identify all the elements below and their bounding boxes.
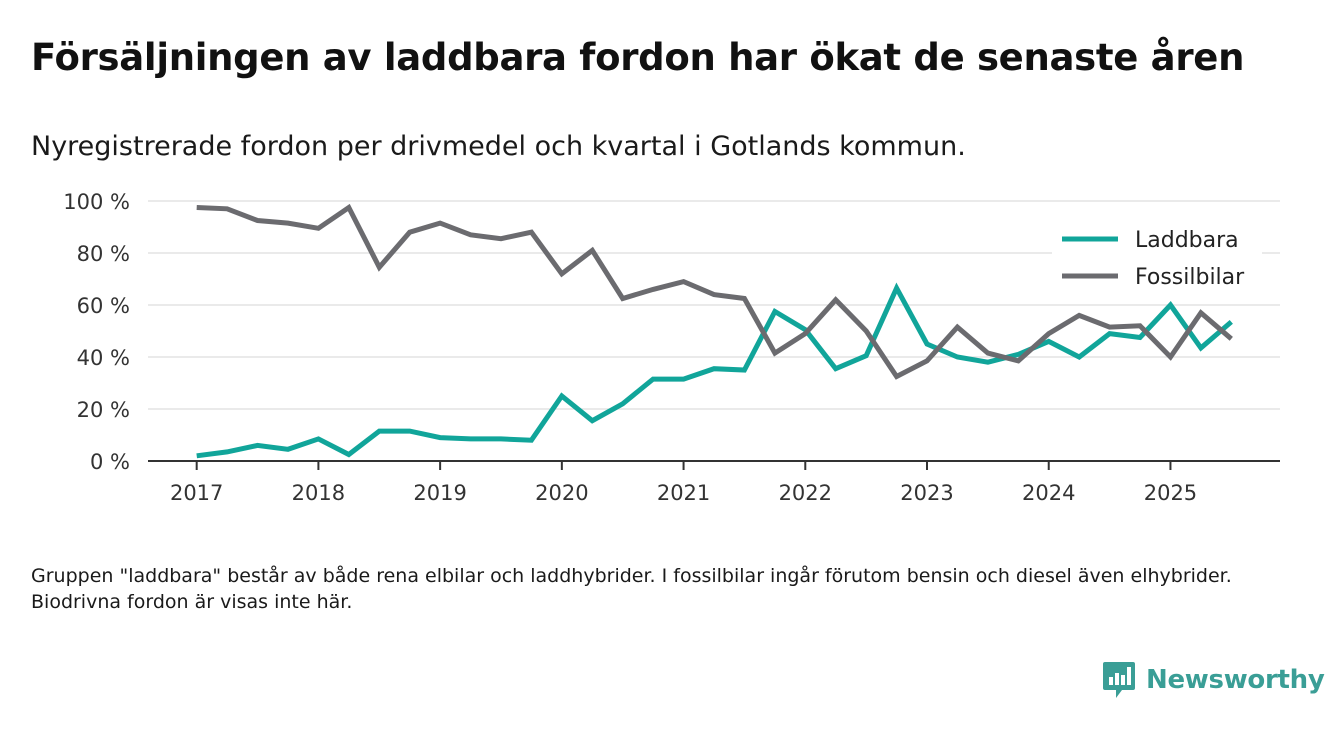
- legend: Laddbara Fossilbilar: [1052, 222, 1262, 294]
- x-tick-label: 2024: [1022, 481, 1075, 505]
- x-tick-label: 2021: [657, 481, 710, 505]
- line-chart: 0 % 20 % 40 % 60 % 80 % 100 % 2017 2018 2019 202…: [63, 190, 1280, 505]
- chart-title: Försäljningen av laddbara fordon har öka…: [31, 36, 1245, 79]
- y-axis-tick-labels: 0 % 20 % 40 % 60 % 80 % 100 %: [63, 190, 130, 474]
- footnote: Gruppen "laddbara" består av både rena e…: [31, 565, 1232, 613]
- legend-background: [1052, 222, 1262, 294]
- x-tick-label: 2025: [1144, 481, 1197, 505]
- brand-logo[interactable]: Newsworthy: [1102, 660, 1325, 700]
- y-tick-label: 0 %: [90, 450, 130, 474]
- newsworthy-logo-icon: [1103, 662, 1135, 698]
- x-axis: 2017 2018 2019 2020 2021 2022 2023 2024 2025: [148, 460, 1280, 505]
- legend-label-fossilbilar: Fossilbilar: [1135, 265, 1245, 290]
- series-line-fossilbilar: [196, 203, 1233, 380]
- x-tick-label: 2022: [779, 481, 832, 505]
- chart-subtitle: Nyregistrerade fordon per drivmedel och …: [31, 131, 966, 162]
- legend-label-laddbara: Laddbara: [1135, 228, 1239, 253]
- y-tick-label: 60 %: [77, 294, 130, 318]
- y-tick-label: 80 %: [77, 242, 130, 266]
- x-tick-label: 2020: [535, 481, 588, 505]
- series-lines: [196, 203, 1233, 459]
- x-tick-label: 2019: [413, 481, 466, 505]
- x-tick-label: 2018: [292, 481, 345, 505]
- x-tick-label: 2023: [900, 481, 953, 505]
- series-line-laddbara: [196, 282, 1233, 459]
- y-tick-label: 100 %: [63, 190, 130, 214]
- x-tick-label: 2017: [170, 481, 223, 505]
- y-tick-label: 40 %: [77, 346, 130, 370]
- y-tick-label: 20 %: [77, 398, 130, 422]
- brand-name: Newsworthy: [1146, 665, 1325, 695]
